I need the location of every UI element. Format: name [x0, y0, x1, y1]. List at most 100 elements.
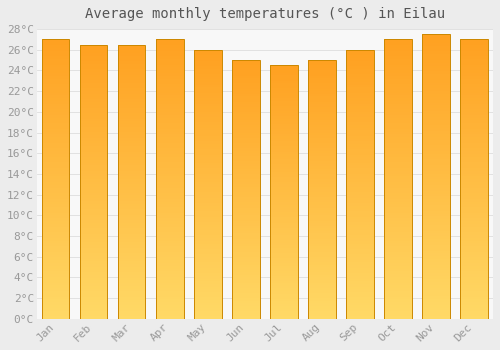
Bar: [270, 248, 297, 250]
Bar: [118, 179, 146, 182]
Bar: [156, 260, 184, 263]
Bar: [384, 221, 411, 224]
Bar: [422, 214, 450, 216]
Bar: [156, 104, 184, 106]
Bar: [194, 246, 222, 249]
Bar: [232, 205, 260, 208]
Bar: [460, 118, 487, 120]
Bar: [118, 113, 146, 116]
Bar: [194, 262, 222, 265]
Bar: [308, 311, 336, 314]
Bar: [156, 176, 184, 179]
Bar: [460, 54, 487, 56]
Bar: [308, 280, 336, 283]
Bar: [194, 152, 222, 155]
Bar: [80, 228, 108, 231]
Bar: [156, 146, 184, 148]
Bar: [42, 238, 70, 241]
Bar: [118, 80, 146, 83]
Bar: [422, 279, 450, 282]
Bar: [118, 86, 146, 89]
Bar: [118, 66, 146, 69]
Bar: [384, 294, 411, 296]
Bar: [270, 126, 297, 129]
Bar: [346, 316, 374, 319]
Bar: [42, 244, 70, 246]
Bar: [384, 151, 411, 154]
Bar: [156, 213, 184, 216]
Bar: [194, 158, 222, 160]
Bar: [80, 154, 108, 157]
Bar: [270, 180, 297, 182]
Bar: [194, 71, 222, 74]
Bar: [270, 103, 297, 106]
Bar: [42, 221, 70, 224]
Bar: [80, 102, 108, 105]
Bar: [80, 184, 108, 187]
Bar: [460, 188, 487, 190]
Bar: [42, 277, 70, 280]
Bar: [42, 151, 70, 154]
Bar: [308, 187, 336, 189]
Bar: [346, 50, 374, 319]
Bar: [232, 70, 260, 73]
Bar: [346, 219, 374, 222]
Bar: [156, 129, 184, 132]
Bar: [270, 294, 297, 296]
Bar: [80, 256, 108, 259]
Bar: [42, 230, 70, 232]
Bar: [118, 220, 146, 223]
Bar: [384, 310, 411, 313]
Bar: [308, 130, 336, 133]
Bar: [156, 266, 184, 268]
Bar: [270, 296, 297, 299]
Bar: [118, 184, 146, 187]
Bar: [346, 163, 374, 166]
Bar: [308, 91, 336, 94]
Bar: [460, 151, 487, 154]
Bar: [156, 227, 184, 230]
Bar: [460, 313, 487, 316]
Bar: [346, 217, 374, 219]
Bar: [422, 140, 450, 142]
Bar: [194, 233, 222, 236]
Bar: [194, 228, 222, 230]
Bar: [80, 209, 108, 212]
Bar: [118, 130, 146, 132]
Bar: [270, 85, 297, 88]
Bar: [42, 188, 70, 190]
Bar: [42, 210, 70, 213]
Bar: [232, 257, 260, 259]
Bar: [118, 119, 146, 121]
Bar: [422, 74, 450, 77]
Bar: [422, 176, 450, 180]
Bar: [194, 257, 222, 260]
Bar: [156, 249, 184, 252]
Bar: [346, 244, 374, 246]
Bar: [118, 247, 146, 250]
Bar: [308, 65, 336, 68]
Bar: [42, 160, 70, 162]
Bar: [384, 160, 411, 162]
Bar: [422, 120, 450, 122]
Bar: [308, 233, 336, 236]
Bar: [384, 296, 411, 299]
Bar: [460, 40, 487, 42]
Bar: [194, 214, 222, 217]
Bar: [346, 117, 374, 120]
Bar: [346, 306, 374, 308]
Bar: [384, 112, 411, 115]
Bar: [42, 146, 70, 148]
Bar: [270, 70, 297, 73]
Bar: [384, 190, 411, 193]
Bar: [270, 258, 297, 260]
Bar: [156, 81, 184, 84]
Bar: [118, 110, 146, 113]
Bar: [460, 238, 487, 241]
Bar: [422, 125, 450, 128]
Bar: [384, 84, 411, 87]
Bar: [460, 92, 487, 95]
Bar: [460, 81, 487, 84]
Bar: [346, 71, 374, 74]
Bar: [308, 189, 336, 192]
